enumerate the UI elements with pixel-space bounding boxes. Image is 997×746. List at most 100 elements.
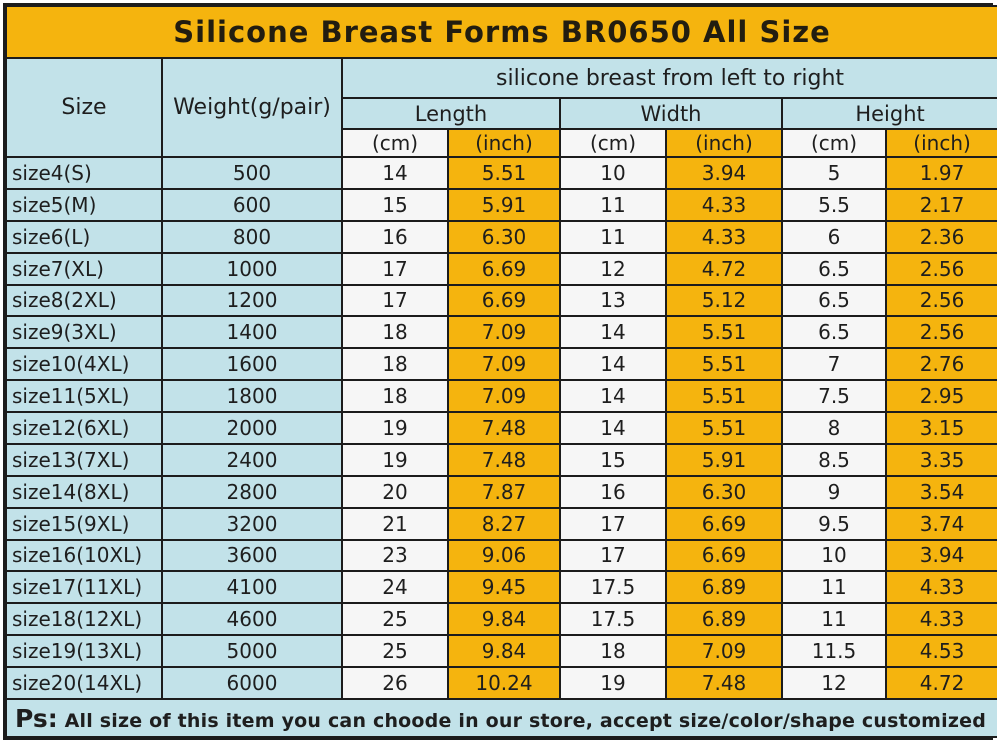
table-row: size17(11XL) 4100 24 9.45 17.5 6.89 11 4.33 — [5, 570, 997, 605]
cell-weight: 1400 — [161, 315, 343, 350]
cell-weight: 3200 — [161, 506, 343, 541]
cell-size: size10(4XL) — [5, 347, 163, 382]
cell-length-inch: 7.09 — [447, 379, 561, 413]
cell-weight: 2400 — [161, 442, 343, 477]
cell-height-inch: 2.56 — [884, 251, 997, 286]
footer-ps-prefix: Ps: — [15, 703, 58, 733]
cell-length-cm: 24 — [341, 570, 449, 605]
cell-width-inch: 5.51 — [665, 347, 783, 382]
cell-height-inch: 3.94 — [884, 538, 997, 573]
cell-size: size14(8XL) — [5, 474, 163, 509]
cell-width-cm: 18 — [559, 634, 667, 668]
cell-length-inch: 10.24 — [447, 666, 561, 700]
cell-size: size17(11XL) — [5, 570, 163, 605]
table-row: size15(9XL) 3200 21 8.27 17 6.69 9.5 3.74 — [5, 506, 997, 541]
page-title: Silicone Breast Forms BR0650 All Size — [4, 5, 997, 59]
cell-length-cm: 20 — [341, 474, 449, 509]
unit-header-width-cm: (cm) — [559, 128, 667, 158]
cell-weight: 6000 — [161, 666, 343, 700]
cell-length-cm: 14 — [341, 156, 449, 190]
unit-header-width-inch: (inch) — [665, 128, 783, 158]
cell-size: size9(3XL) — [5, 315, 163, 350]
cell-length-inch: 7.48 — [447, 442, 561, 477]
cell-height-cm: 6.5 — [781, 315, 887, 350]
cell-length-cm: 25 — [341, 602, 449, 637]
cell-height-cm: 5.5 — [781, 187, 887, 222]
cell-length-cm: 25 — [341, 634, 449, 668]
cell-weight: 4600 — [161, 602, 343, 637]
unit-header-height-inch: (inch) — [884, 128, 997, 158]
cell-width-cm: 11 — [559, 187, 667, 222]
footer-note: Ps: All size of this item you can choode… — [4, 698, 997, 738]
cell-width-inch: 5.91 — [665, 442, 783, 477]
cell-width-cm: 11 — [559, 219, 667, 254]
cell-height-inch: 4.33 — [884, 570, 997, 605]
cell-height-inch: 2.95 — [884, 379, 997, 413]
cell-height-cm: 8.5 — [781, 442, 887, 477]
cell-height-cm: 6.5 — [781, 251, 887, 286]
cell-length-inch: 6.30 — [447, 219, 561, 254]
cell-height-cm: 5 — [781, 156, 887, 190]
cell-length-cm: 26 — [341, 666, 449, 700]
cell-length-cm: 18 — [341, 347, 449, 382]
cell-height-inch: 2.36 — [884, 219, 997, 254]
cell-width-inch: 5.12 — [665, 283, 783, 318]
footer-ps-text: All size of this item you can choode in … — [57, 709, 987, 732]
table-row: size16(10XL) 3600 23 9.06 17 6.69 10 3.94 — [5, 538, 997, 573]
size-chart-table: Silicone Breast Forms BR0650 All Size Si… — [4, 5, 997, 738]
cell-weight: 800 — [161, 219, 343, 254]
header-row-2: Length Width Height — [6, 97, 997, 130]
cell-width-cm: 10 — [559, 156, 667, 190]
cell-height-cm: 8 — [781, 411, 887, 445]
cell-height-inch: 3.74 — [884, 506, 997, 541]
cell-width-inch: 3.94 — [665, 156, 783, 190]
cell-length-cm: 17 — [341, 283, 449, 318]
cell-weight: 1600 — [161, 347, 343, 382]
cell-height-cm: 11 — [781, 602, 887, 637]
table-row: size6(L) 800 16 6.30 11 4.33 6 2.36 — [5, 219, 997, 254]
cell-width-cm: 17.5 — [559, 570, 667, 605]
cell-size: size15(9XL) — [5, 506, 163, 541]
table-row: size12(6XL) 2000 19 7.48 14 5.51 8 3.15 — [5, 411, 997, 445]
size-table-body: size4(S) 500 14 5.51 10 3.94 5 1.97 size5(M) 600 1… — [5, 156, 997, 700]
cell-weight: 2800 — [161, 474, 343, 509]
cell-size: size8(2XL) — [5, 283, 163, 318]
cell-length-cm: 19 — [341, 442, 449, 477]
cell-length-cm: 19 — [341, 411, 449, 445]
cell-width-cm: 16 — [559, 474, 667, 509]
cell-height-inch: 1.97 — [884, 156, 997, 190]
cell-height-cm: 7.5 — [781, 379, 887, 413]
cell-width-cm: 17 — [559, 538, 667, 573]
cell-width-inch: 6.89 — [665, 570, 783, 605]
cell-height-cm: 9.5 — [781, 506, 887, 541]
cell-size: size11(5XL) — [5, 379, 163, 413]
cell-height-cm: 6.5 — [781, 283, 887, 318]
cell-height-cm: 12 — [781, 666, 887, 700]
cell-height-inch: 2.17 — [884, 187, 997, 222]
cell-length-inch: 9.84 — [447, 634, 561, 668]
size-chart-frame: Silicone Breast Forms BR0650 All Size Si… — [3, 3, 997, 740]
table-row: size8(2XL) 1200 17 6.69 13 5.12 6.5 2.56 — [5, 283, 997, 318]
cell-height-cm: 10 — [781, 538, 887, 573]
cell-width-cm: 19 — [559, 666, 667, 700]
table-row: size7(XL) 1000 17 6.69 12 4.72 6.5 2.56 — [5, 251, 997, 286]
cell-weight: 2000 — [161, 411, 343, 445]
table-row: size18(12XL) 4600 25 9.84 17.5 6.89 11 4.33 — [5, 602, 997, 637]
cell-length-inch: 6.69 — [447, 251, 561, 286]
unit-header-length-inch: (inch) — [447, 128, 561, 158]
cell-size: size4(S) — [5, 156, 163, 190]
cell-weight: 600 — [161, 187, 343, 222]
cell-width-inch: 5.51 — [665, 379, 783, 413]
cell-width-inch: 6.89 — [665, 602, 783, 637]
cell-length-inch: 7.09 — [447, 347, 561, 382]
cell-width-cm: 14 — [559, 379, 667, 413]
cell-height-inch: 4.33 — [884, 602, 997, 637]
cell-height-inch: 2.56 — [884, 315, 997, 350]
table-row: size19(13XL) 5000 25 9.84 18 7.09 11.5 4.53 — [5, 634, 997, 668]
cell-size: size5(M) — [5, 187, 163, 222]
cell-size: size12(6XL) — [5, 411, 163, 445]
column-header-height: Height — [780, 97, 997, 130]
cell-length-inch: 9.06 — [447, 538, 561, 573]
unit-header-length-cm: (cm) — [341, 128, 449, 158]
table-row: size14(8XL) 2800 20 7.87 16 6.30 9 3.54 — [5, 474, 997, 509]
